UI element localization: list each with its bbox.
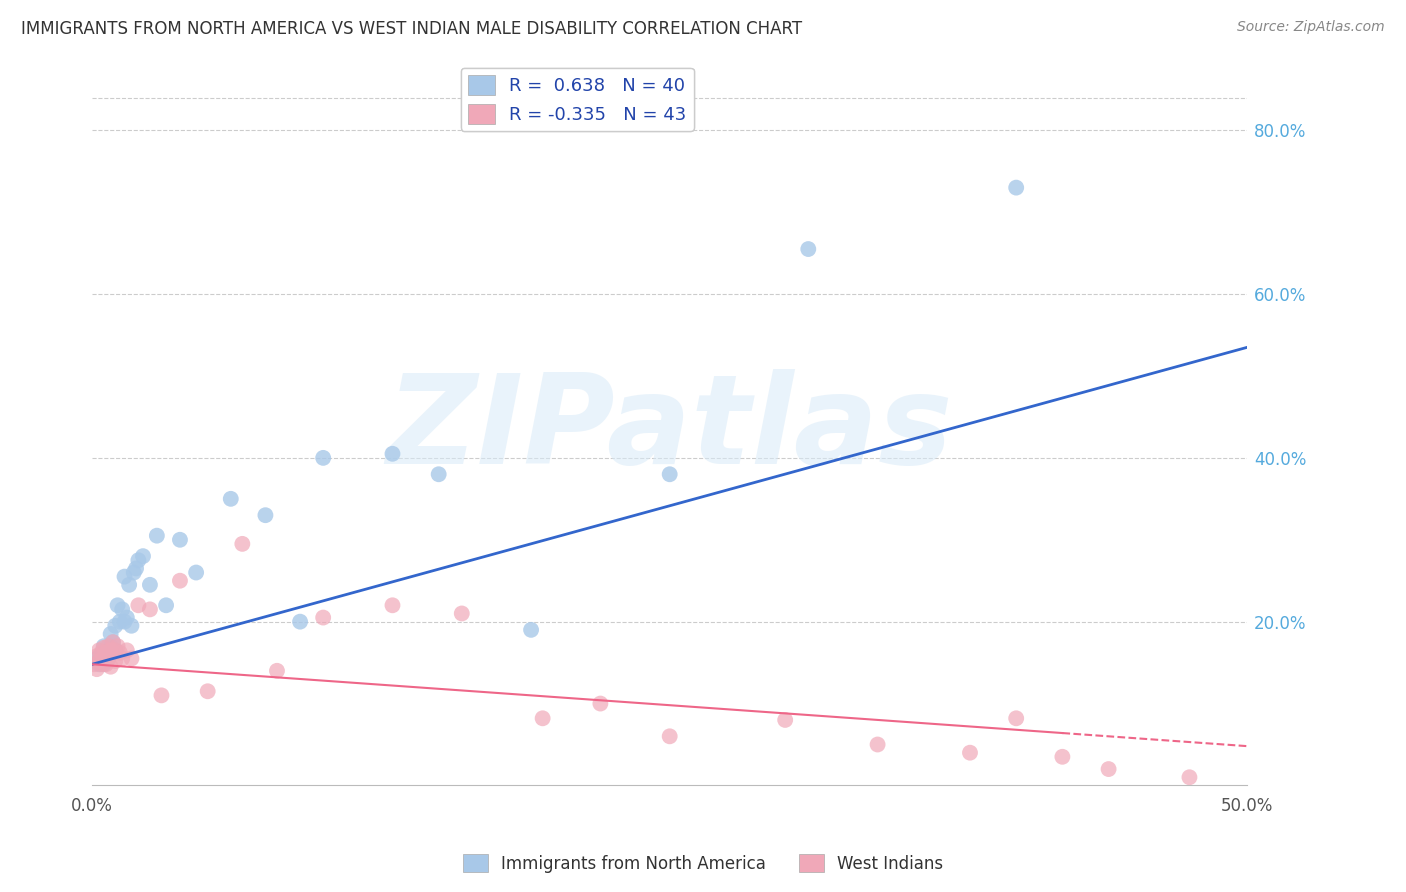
Point [427, 467, 450, 482]
Point [100, 643, 122, 657]
Point [108, 615, 131, 629]
Point [107, 639, 129, 653]
Point [254, 508, 277, 523]
Point [1052, 749, 1074, 764]
Point [125, 561, 148, 575]
Point [86, 651, 108, 665]
Point [118, 578, 141, 592]
Point [658, 467, 681, 482]
Legend: Immigrants from North America, West Indians: Immigrants from North America, West Indi… [456, 847, 950, 880]
Point [97, 651, 120, 665]
Point [87, 657, 110, 672]
Point [93, 639, 115, 653]
Point [94, 646, 117, 660]
Point [150, 689, 173, 703]
Point [104, 643, 127, 657]
Point [83, 657, 105, 672]
Point [97, 645, 120, 659]
Point [97, 651, 120, 665]
Point [381, 599, 404, 613]
Point [93, 651, 115, 665]
Point [219, 491, 242, 506]
Point [312, 610, 335, 624]
Point [114, 569, 136, 583]
Point [139, 578, 162, 592]
Text: Source: ZipAtlas.com: Source: ZipAtlas.com [1237, 20, 1385, 34]
Point [90, 657, 112, 672]
Point [866, 738, 889, 752]
Point [101, 635, 124, 649]
Point [104, 643, 127, 657]
Point [115, 643, 138, 657]
Point [97, 639, 120, 653]
Point [104, 654, 127, 668]
Legend: R =  0.638   N = 40, R = -0.335   N = 43: R = 0.638 N = 40, R = -0.335 N = 43 [461, 68, 695, 131]
Point [1178, 770, 1201, 784]
Point [231, 537, 253, 551]
Point [94, 657, 117, 672]
Point [87, 654, 110, 668]
Point [184, 566, 207, 580]
Point [86, 662, 108, 676]
Point [155, 599, 177, 613]
Point [122, 566, 145, 580]
Point [111, 651, 134, 665]
Point [959, 746, 981, 760]
Point [100, 627, 122, 641]
Point [120, 619, 142, 633]
Point [381, 447, 404, 461]
Point [266, 664, 288, 678]
Text: ZIPatlas: ZIPatlas [387, 368, 953, 490]
Point [169, 574, 191, 588]
Point [1005, 180, 1028, 194]
Point [797, 242, 820, 256]
Point [146, 529, 169, 543]
Point [108, 646, 131, 660]
Point [101, 635, 124, 649]
Point [100, 659, 122, 673]
Point [107, 599, 129, 613]
Point [1005, 711, 1028, 725]
Point [127, 553, 149, 567]
Point [773, 713, 796, 727]
Point [288, 615, 311, 629]
Point [104, 619, 127, 633]
Text: IMMIGRANTS FROM NORTH AMERICA VS WEST INDIAN MALE DISABILITY CORRELATION CHART: IMMIGRANTS FROM NORTH AMERICA VS WEST IN… [21, 20, 803, 37]
Point [93, 640, 115, 655]
Point [114, 615, 136, 629]
Point [94, 654, 117, 668]
Point [658, 729, 681, 743]
Point [90, 648, 112, 662]
Point [450, 607, 472, 621]
Point [111, 602, 134, 616]
Point [87, 643, 110, 657]
Point [520, 623, 543, 637]
Point [120, 651, 142, 665]
Point [132, 549, 155, 563]
Point [1097, 762, 1119, 776]
Point [139, 602, 162, 616]
Point [197, 684, 219, 698]
Point [86, 648, 108, 663]
Point [115, 610, 138, 624]
Point [100, 639, 122, 653]
Point [93, 657, 115, 672]
Point [312, 450, 335, 465]
Point [169, 533, 191, 547]
Point [589, 697, 612, 711]
Point [127, 599, 149, 613]
Point [90, 646, 112, 660]
Point [531, 711, 554, 725]
